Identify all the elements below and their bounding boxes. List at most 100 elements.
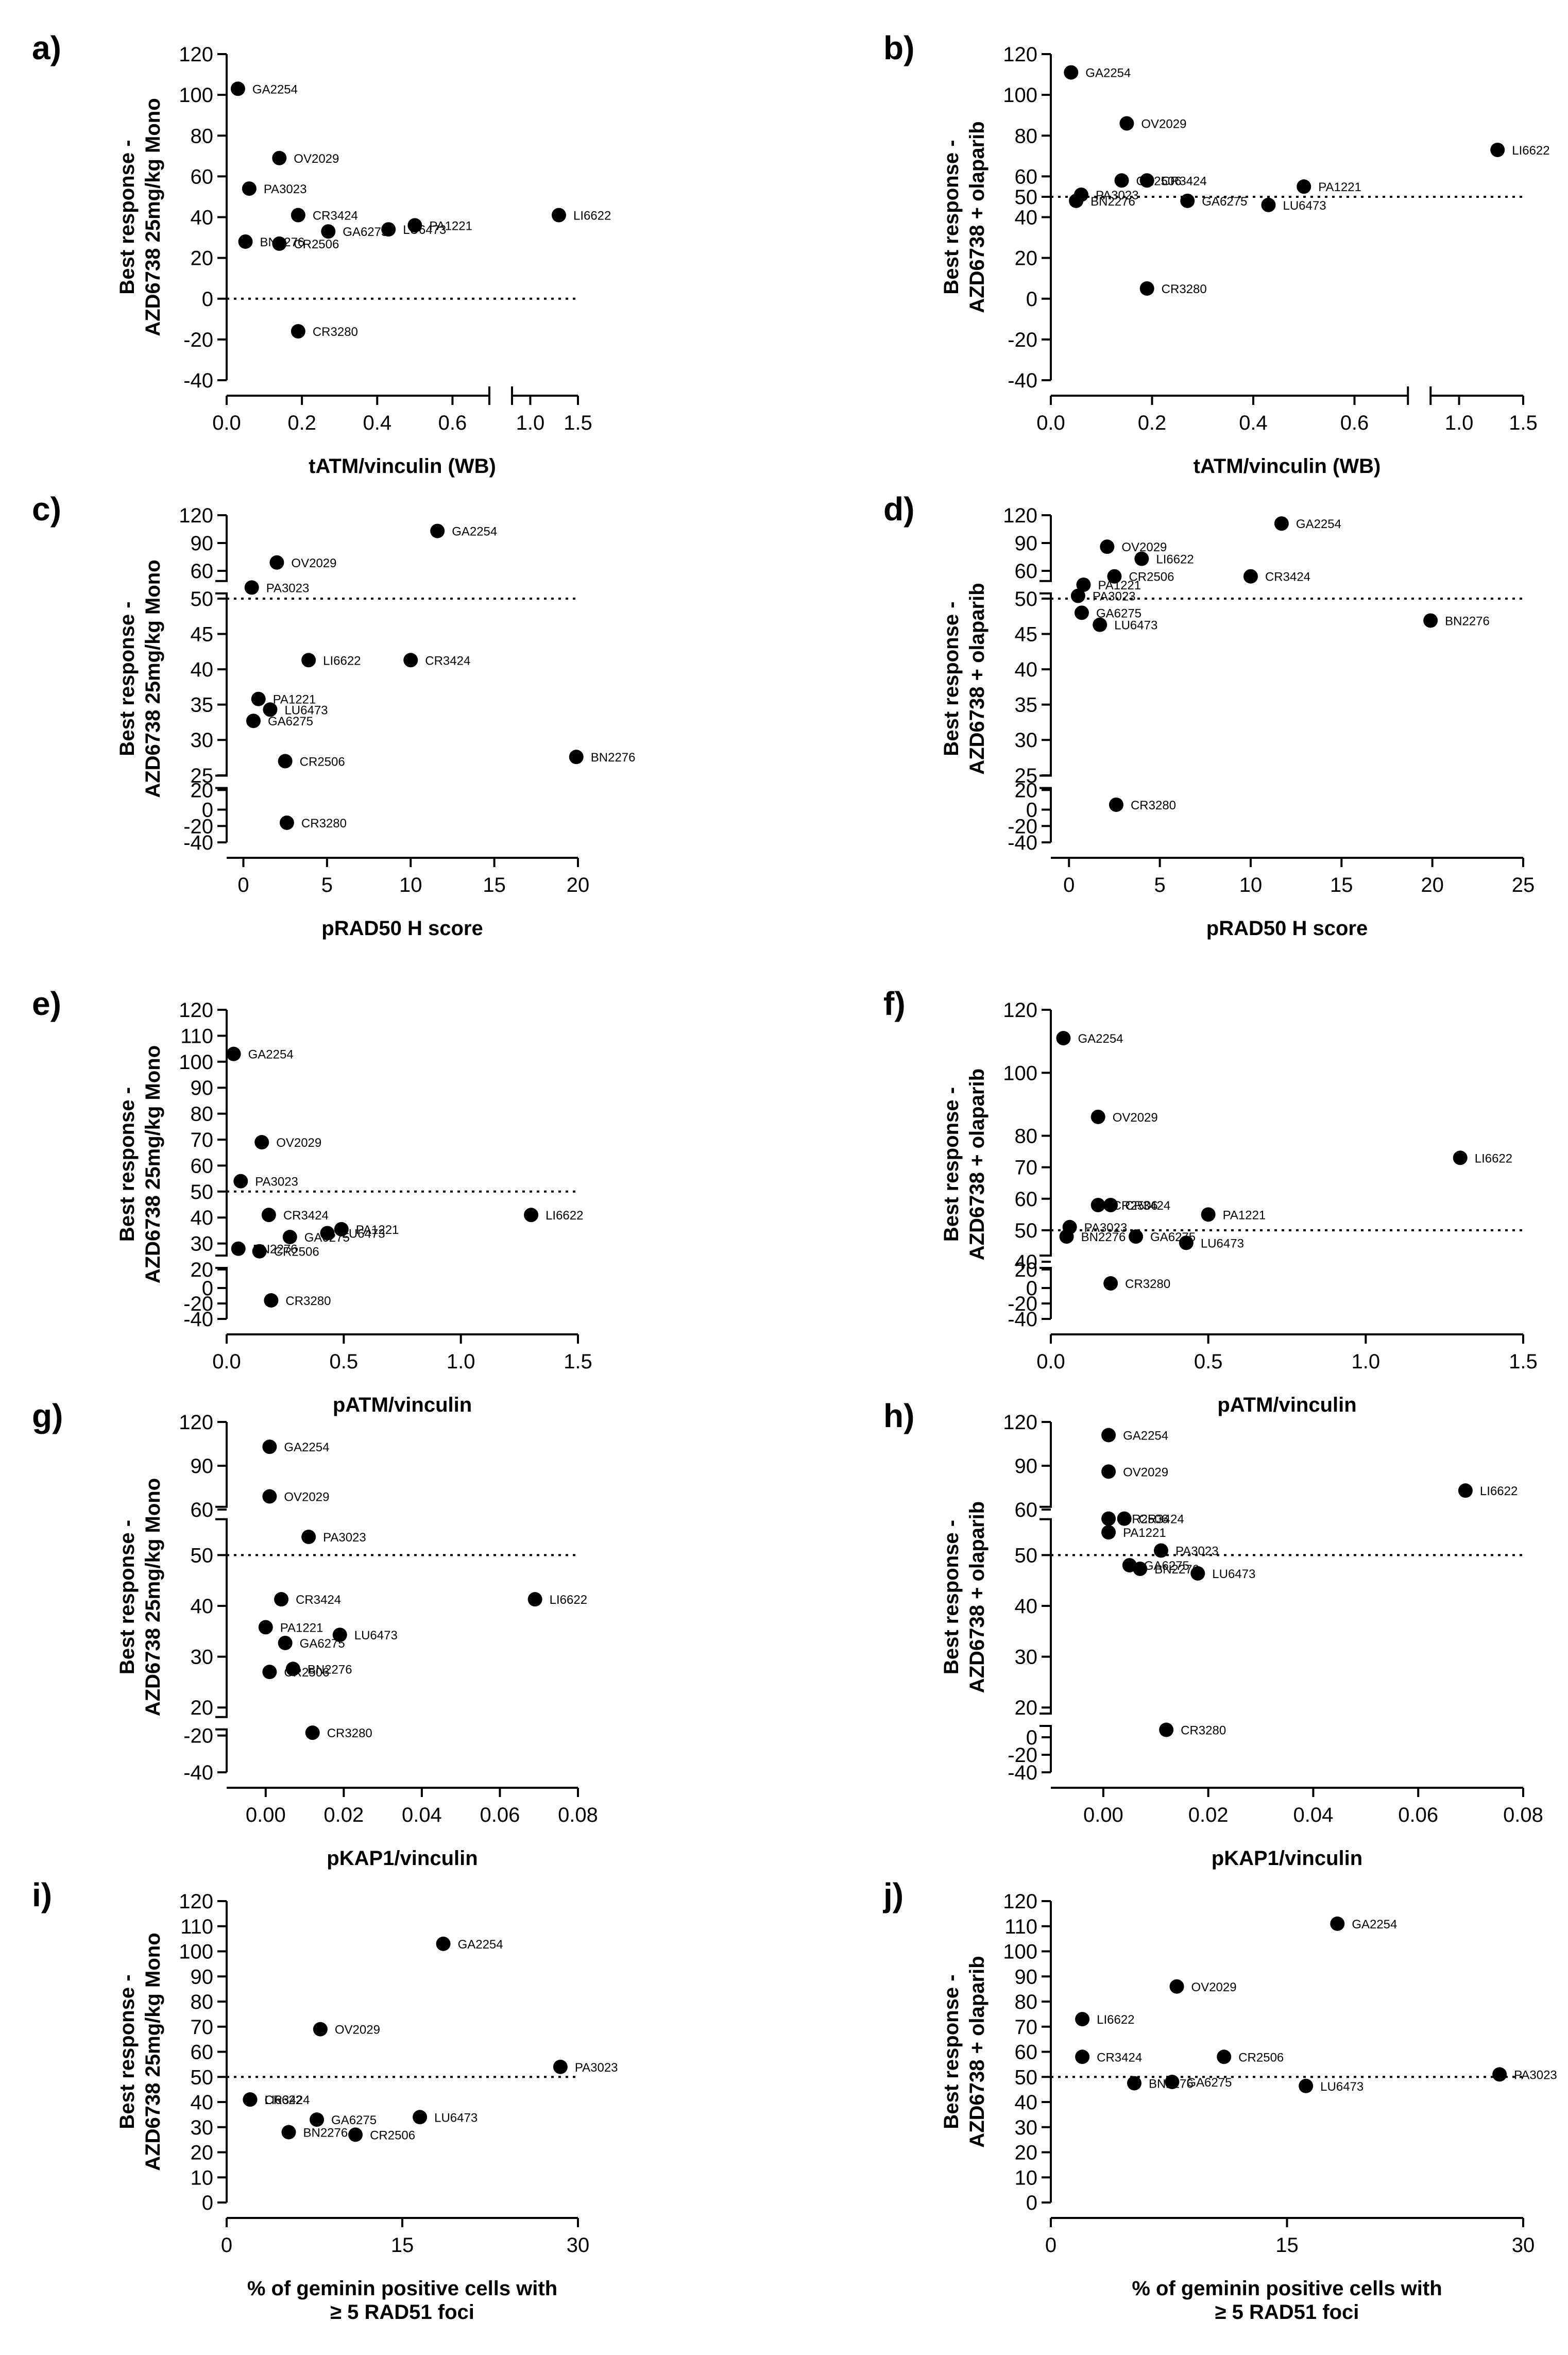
data-point <box>305 1725 320 1740</box>
x-tick-label: 20 <box>567 874 590 896</box>
y-tick-label: 110 <box>180 1916 213 1938</box>
y-tick-label: 25 <box>1015 765 1038 787</box>
y-tick-label: 120 <box>1003 43 1037 66</box>
data-label: OV2029 <box>1191 1980 1237 1994</box>
y-axis-label: Best response - <box>116 601 139 756</box>
data-label: GA2254 <box>248 1048 294 1062</box>
x-tick-label: 0 <box>237 874 249 896</box>
x-tick-label: 1.5 <box>1509 412 1538 434</box>
x-tick-label: 15 <box>1275 2234 1299 2257</box>
y-tick-label: 40 <box>1015 658 1038 681</box>
data-point <box>264 1293 279 1308</box>
data-label: GA6275 <box>304 1231 350 1245</box>
y-axis-label: AZD6738 25mg/kg Mono <box>142 1933 164 2171</box>
data-point <box>274 1592 289 1607</box>
y-tick-label: 25 <box>191 765 214 787</box>
y-axis-label: AZD6738 + olaparib <box>966 1069 988 1260</box>
y-tick-label: 0 <box>1026 799 1037 822</box>
y-axis-label: AZD6738 25mg/kg Mono <box>142 1478 164 1716</box>
data-label: LI6622 <box>1480 1484 1518 1498</box>
data-point <box>1101 1428 1116 1443</box>
y-axis-break <box>1044 1714 1058 1726</box>
y-tick-label: -40 <box>183 1308 213 1331</box>
data-point <box>278 1635 293 1650</box>
y-axis-label: AZD6738 + olaparib <box>966 1501 988 1693</box>
data-label: LU6473 <box>434 2111 478 2125</box>
y-axis-label: Best response - <box>940 1520 963 1674</box>
y-tick-label: 40 <box>191 1595 214 1618</box>
x-tick-label: 0.08 <box>558 1804 598 1826</box>
data-point <box>1139 173 1154 188</box>
data-label: CR3280 <box>327 1726 372 1740</box>
panel-label-a: a) <box>32 29 61 66</box>
data-point <box>1492 2067 1507 2082</box>
y-axis-label: Best response - <box>116 1087 139 1242</box>
y-tick-label: 40 <box>1015 207 1038 229</box>
y-tick-label: 60 <box>191 1499 214 1521</box>
y-tick-label: 40 <box>191 1207 214 1229</box>
y-tick-label: 50 <box>1015 186 1038 209</box>
data-label: LI6622 <box>1475 1151 1512 1165</box>
data-label: PA3023 <box>264 182 307 196</box>
data-label: PA1221 <box>273 693 316 707</box>
data-point <box>1090 1109 1105 1124</box>
y-axis-break <box>219 1256 234 1268</box>
data-label: PA1221 <box>1123 1526 1166 1540</box>
data-label: GA2254 <box>1085 66 1131 80</box>
y-tick-label: 90 <box>1015 1966 1038 1988</box>
data-label: CR3424 <box>283 1209 329 1223</box>
data-label: PA3023 <box>266 581 310 595</box>
y-axis-label: Best response - <box>940 601 963 756</box>
x-tick-label: 0 <box>1063 874 1075 896</box>
data-point <box>1059 1229 1074 1244</box>
data-point <box>301 653 316 668</box>
y-tick-label: -40 <box>1008 1308 1037 1331</box>
x-axis-label: pKAP1/vinculin <box>1212 1847 1362 1870</box>
data-label: LU6473 <box>354 1629 398 1642</box>
x-tick-label: 1.5 <box>1509 1350 1538 1373</box>
data-point <box>262 1665 277 1680</box>
data-point <box>569 750 584 765</box>
data-point <box>1201 1207 1216 1222</box>
panel-label-h: h) <box>883 1397 914 1434</box>
data-label: CR3280 <box>301 817 347 831</box>
data-label: GA6275 <box>1186 2076 1232 2090</box>
x-tick-label: 0.5 <box>330 1350 359 1373</box>
y-tick-label: 80 <box>1015 1991 1038 2013</box>
data-label: BN2276 <box>1090 195 1135 209</box>
y-tick-label: 40 <box>191 2091 214 2114</box>
y-tick-label: 120 <box>1003 999 1037 1022</box>
data-label: OV2029 <box>284 1490 329 1504</box>
x-axis-label: ≥ 5 RAD51 foci <box>1215 2301 1359 2324</box>
y-tick-label: 50 <box>191 588 214 611</box>
y-tick-label: 70 <box>191 1129 214 1151</box>
data-label: CR2506 <box>1238 2051 1284 2064</box>
data-label: LI6622 <box>1156 553 1194 567</box>
y-tick-label: -40 <box>1008 1761 1037 1784</box>
data-label: LI6622 <box>1097 2013 1134 2027</box>
y-tick-label: 60 <box>1015 1499 1038 1521</box>
y-tick-label: -40 <box>1008 369 1037 392</box>
data-point <box>1297 179 1311 194</box>
data-point <box>313 2022 328 2037</box>
data-label: CR2506 <box>1129 570 1174 584</box>
data-label: GA2254 <box>1296 517 1341 531</box>
x-tick-label: 1.0 <box>1445 412 1474 434</box>
y-axis-label: Best response - <box>116 1520 139 1674</box>
data-label: CR3280 <box>1162 282 1207 296</box>
x-tick-label: 0.04 <box>1293 1804 1334 1826</box>
x-tick-label: 10 <box>399 874 422 896</box>
data-point <box>381 222 396 237</box>
y-tick-label: 20 <box>1015 779 1038 802</box>
data-point <box>254 1135 269 1150</box>
y-tick-label: 50 <box>1015 1544 1038 1567</box>
data-point <box>242 181 257 196</box>
y-tick-label: 80 <box>191 1103 214 1126</box>
y-tick-label: 80 <box>1015 1125 1038 1148</box>
x-axis-label: pRAD50 H score <box>321 917 483 940</box>
data-point <box>246 714 261 728</box>
data-label: LI6622 <box>1512 144 1549 158</box>
data-point <box>1090 1197 1105 1212</box>
